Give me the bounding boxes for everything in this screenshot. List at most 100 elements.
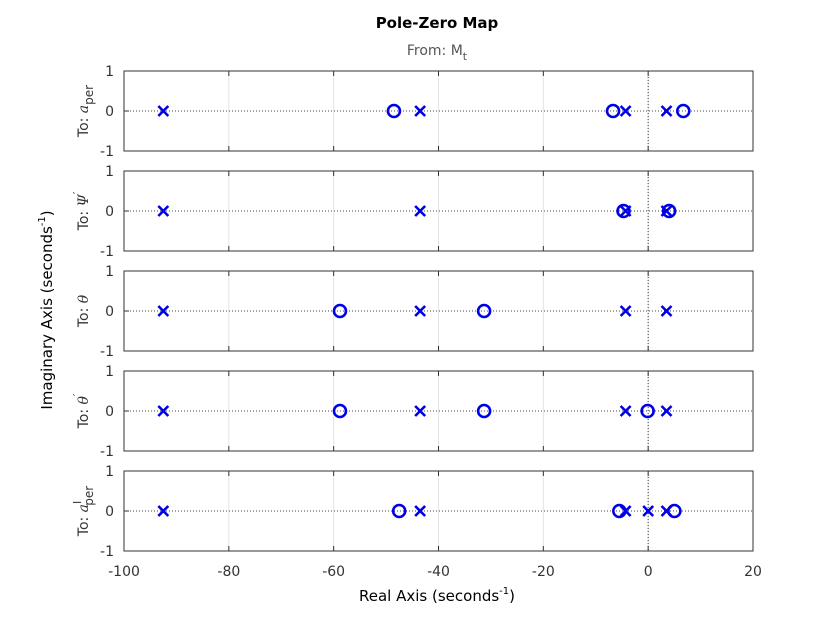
pole-stroke: [414, 105, 427, 117]
subplot-label-prefix: To:: [76, 113, 92, 138]
subplot-label-symbol: a: [76, 105, 92, 113]
y-tick-label: 1: [105, 264, 114, 280]
pole-marker: [414, 305, 427, 317]
pole-marker: [157, 405, 170, 417]
y-tick-label: 1: [105, 464, 114, 480]
x-axis-label-close: ): [509, 587, 515, 605]
y-axis-label-sup: -1: [37, 216, 48, 226]
x-axis-label-sup: -1: [499, 586, 509, 597]
zero-marker: [476, 403, 492, 419]
pole-marker: [414, 505, 427, 517]
subplot-label: To: θ′: [71, 393, 92, 429]
subplot-label-symbol: θ: [76, 396, 92, 405]
x-tick-label: -40: [427, 564, 450, 580]
y-tick-label: 0: [105, 504, 114, 520]
pole-stroke: [414, 505, 427, 517]
subplot-label: To: aIper: [71, 486, 96, 538]
pole-marker: [660, 105, 673, 117]
x-tick-label: 20: [744, 564, 762, 580]
y-tick-label: 1: [105, 364, 114, 380]
y-tick-label: -1: [100, 444, 114, 460]
subplot-5: 1 0 -1To: aIper: [71, 464, 754, 560]
y-tick-label: -1: [100, 344, 114, 360]
pole-stroke: [642, 505, 655, 517]
zero-marker: [661, 203, 677, 219]
zero-marker: [476, 303, 492, 319]
pole-stroke: [157, 105, 170, 117]
chart-title: Pole-Zero Map: [376, 14, 499, 32]
pole-stroke: [157, 205, 170, 217]
x-tick-label: -80: [217, 564, 240, 580]
y-tick-label: -1: [100, 144, 114, 160]
subplot-4: 1 0 -1 To: θ′: [71, 364, 754, 460]
zero-marker: [640, 403, 655, 419]
subplot-2: 1 0 -1 To: Ψ′: [71, 164, 754, 260]
y-tick-label: -1: [100, 544, 114, 560]
pole-marker: [660, 305, 673, 317]
zero-marker: [612, 503, 627, 519]
subplot-label-prefix: To:: [76, 405, 92, 430]
y-axis-label: Imaginary Axis (seconds-1): [37, 210, 56, 409]
pole-marker: [619, 405, 632, 417]
pole-stroke: [157, 505, 170, 517]
pole-stroke: [660, 105, 673, 117]
x-axis: -100 -80 -60 -40 -20 0 20: [108, 564, 762, 580]
subplot-label: To: θ: [76, 294, 92, 328]
pole-marker: [619, 305, 632, 317]
subplot-label-sup: ′: [71, 393, 84, 396]
pole-stroke: [157, 405, 170, 417]
pole-stroke: [414, 305, 427, 317]
subplot-label-symbol: a: [76, 504, 92, 512]
zero-marker: [675, 103, 691, 119]
pole-stroke: [660, 305, 673, 317]
subplot-label-sub: per: [82, 85, 96, 105]
x-axis-label-text: Real Axis (seconds: [359, 587, 499, 605]
subplot-label-sub: per: [82, 486, 96, 506]
subplot-label-sup: ′: [71, 191, 84, 194]
subplot-label-symbol: Ψ: [76, 193, 92, 206]
y-tick-label: -1: [100, 244, 114, 260]
pole-marker: [157, 205, 170, 217]
y-tick-label: 0: [105, 404, 114, 420]
pole-stroke: [619, 105, 632, 117]
pole-marker: [660, 405, 673, 417]
subplot-label-prefix: To:: [76, 303, 92, 328]
y-tick-label: 0: [105, 104, 114, 120]
subplot-1: 10-1To: aper: [76, 64, 754, 160]
subplot-label-prefix: To:: [76, 512, 92, 537]
chart-subtitle: From: Mt: [407, 43, 468, 63]
subplot-label: To: aper: [76, 85, 96, 138]
pole-stroke: [619, 405, 632, 417]
pole-marker: [157, 505, 170, 517]
pole-stroke: [619, 305, 632, 317]
zero-marker: [386, 103, 402, 119]
pole-stroke: [157, 305, 170, 317]
y-tick-label: 1: [105, 164, 114, 180]
x-tick-label: -20: [532, 564, 555, 580]
pole-stroke: [414, 405, 427, 417]
subtitle-sub: t: [463, 50, 468, 63]
zero-marker: [616, 203, 631, 219]
x-tick-label: -60: [322, 564, 345, 580]
pole-marker: [414, 205, 427, 217]
zero-marker: [605, 103, 621, 119]
subplot-label: To: Ψ′: [71, 191, 92, 231]
zero-marker: [667, 503, 682, 519]
pole-stroke: [660, 405, 673, 417]
y-axis-label-text: Imaginary Axis (seconds: [38, 226, 56, 410]
subplot-label-prefix: To:: [76, 206, 92, 231]
x-tick-label: 0: [644, 564, 653, 580]
subplot-3: 1 0 -1 To: θ: [76, 264, 754, 360]
y-tick-label: 0: [105, 304, 114, 320]
y-tick-label: 1: [105, 64, 114, 80]
subplot-label-symbol: θ: [76, 294, 92, 303]
x-axis-label: Real Axis (seconds-1): [359, 586, 515, 605]
x-tick-label: -100: [108, 564, 140, 580]
zero-marker: [391, 503, 407, 519]
zero-marker: [332, 303, 348, 319]
pole-stroke: [414, 205, 427, 217]
zero-marker: [332, 403, 348, 419]
pole-marker: [157, 105, 170, 117]
